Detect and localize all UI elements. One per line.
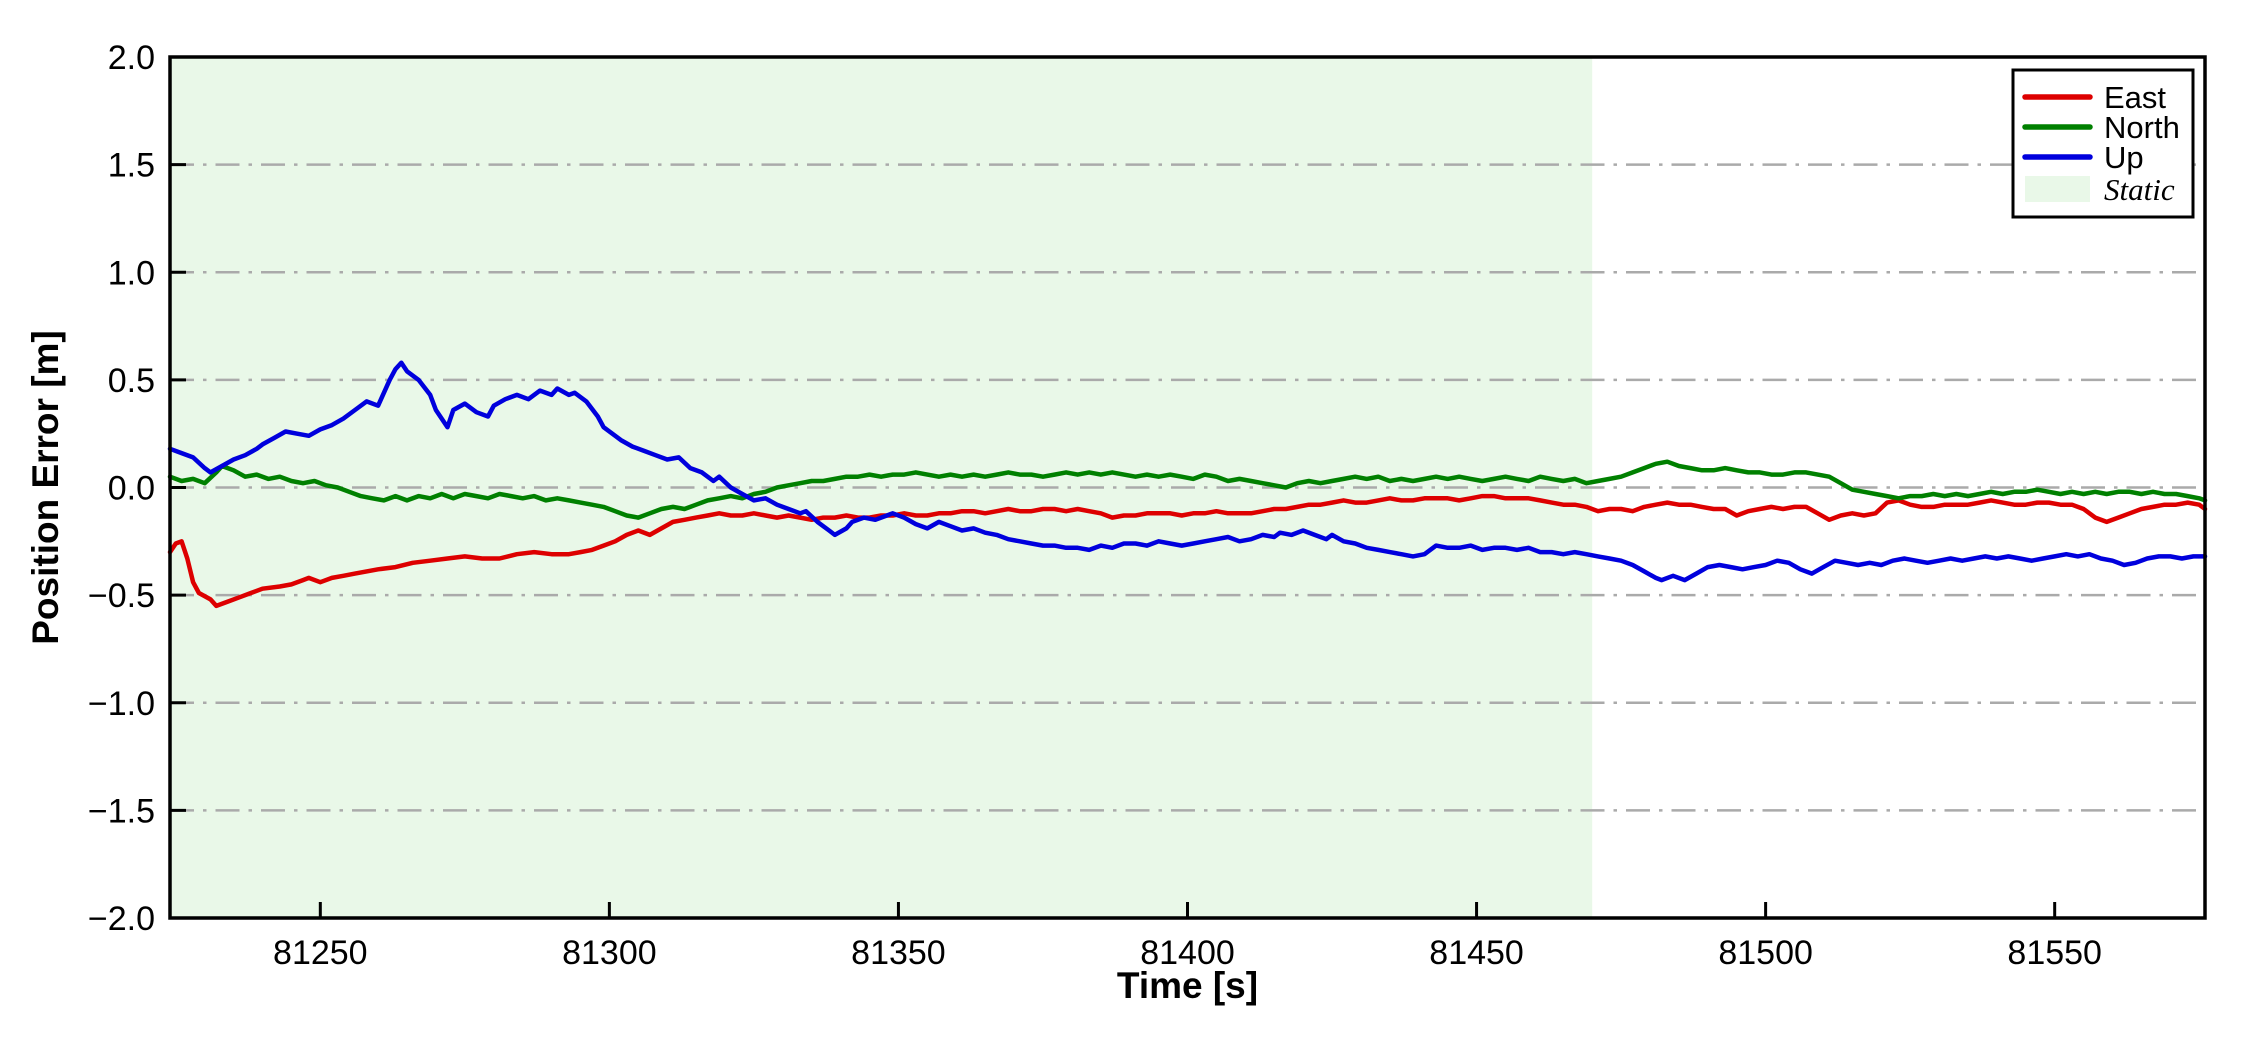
y-tick-label: −2.0 xyxy=(88,900,155,938)
y-axis-label: Position Error [m] xyxy=(25,330,66,645)
gridlines xyxy=(170,163,2205,812)
series-line-north xyxy=(167,459,2208,520)
y-tick-label: 1.0 xyxy=(108,254,155,292)
x-tick-label: 81450 xyxy=(1429,934,1524,972)
legend-label: Static xyxy=(2104,172,2175,207)
legend-label: Up xyxy=(2104,140,2144,175)
static-region xyxy=(170,57,1593,918)
y-tick-label: 1.5 xyxy=(108,147,155,185)
x-axis: 81250 81300 81350 81400 81450 81500 81550 xyxy=(273,902,2102,972)
y-axis: 2.0 1.5 1.0 0.5 0.0 −0.5 −1.0 −1.5 −2.0 xyxy=(88,39,186,938)
legend-label: North xyxy=(2104,110,2180,145)
x-tick-label: 81400 xyxy=(1140,934,1235,972)
y-tick-label: −1.0 xyxy=(88,685,155,723)
x-tick-label: 81300 xyxy=(562,934,657,972)
y-tick-label: −0.5 xyxy=(88,577,155,615)
legend-entry-east: East xyxy=(2022,80,2166,115)
x-axis-label: Time [s] xyxy=(1117,965,1258,1006)
legend-label: East xyxy=(2104,80,2166,115)
series-line-east xyxy=(167,493,2208,609)
x-tick-label: 81500 xyxy=(1718,934,1813,972)
y-tick-label: 0.5 xyxy=(108,362,155,400)
legend-entry-static: Static xyxy=(2025,172,2175,207)
x-tick-label: 81550 xyxy=(2007,934,2102,972)
legend-patch-swatch xyxy=(2025,176,2090,202)
legend-entry-up: Up xyxy=(2022,140,2144,175)
y-tick-label: 2.0 xyxy=(108,39,155,77)
y-tick-label: 0.0 xyxy=(108,470,155,508)
y-tick-label: −1.5 xyxy=(88,792,155,830)
legend-entry-north: North xyxy=(2022,110,2180,145)
x-tick-label: 81350 xyxy=(851,934,946,972)
series-line-up xyxy=(167,360,2208,583)
x-tick-label: 81250 xyxy=(273,934,368,972)
